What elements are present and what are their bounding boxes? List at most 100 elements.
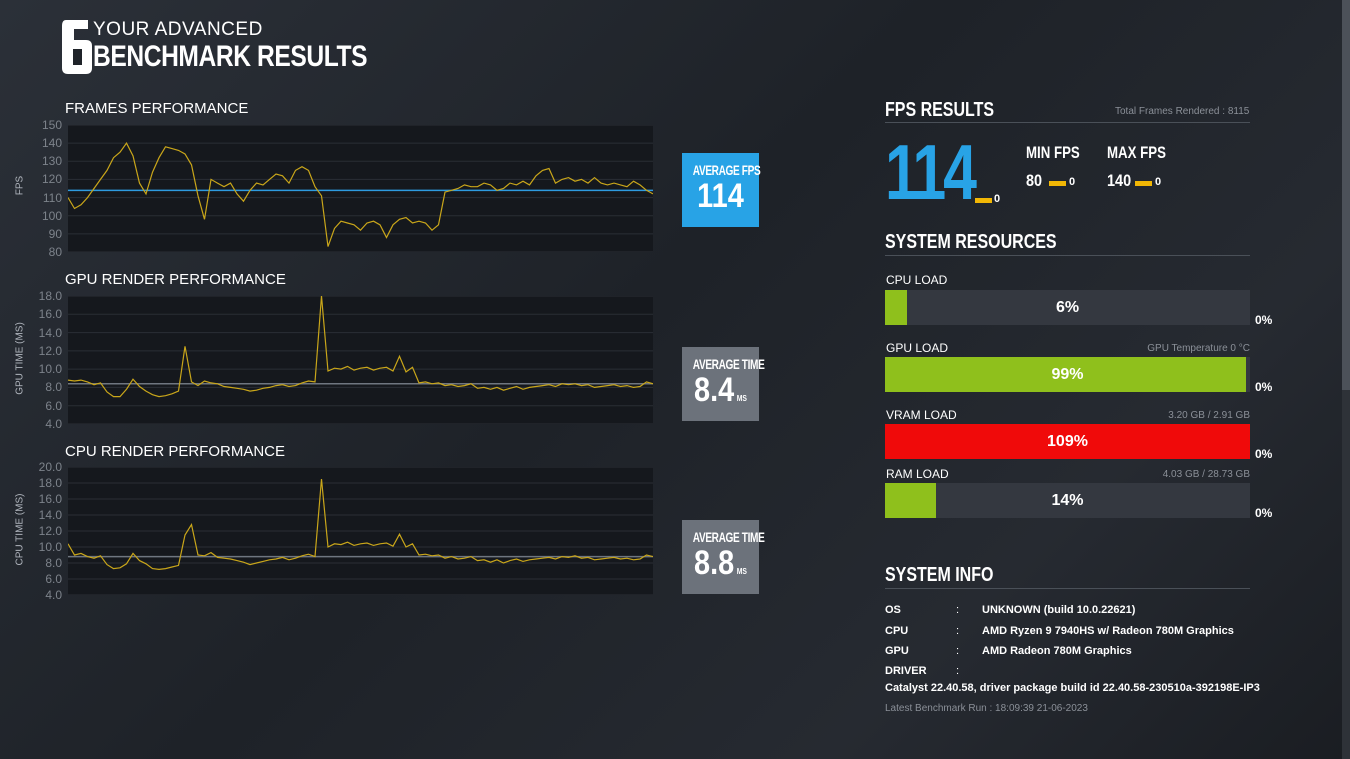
gpu-load-bar-fill	[885, 357, 1247, 392]
average-fps-big: 114	[885, 128, 977, 216]
system-resources-divider	[885, 255, 1250, 256]
ram-load-bar-fill	[885, 483, 937, 518]
gpu-chart-title: GPU RENDER PERFORMANCE	[65, 271, 286, 288]
gpu-y-tick-label: 16.0	[38, 307, 62, 322]
gpu-chart	[68, 296, 653, 424]
gpu-key: GPU	[885, 645, 909, 657]
gpu-load-bar: 99%	[885, 357, 1250, 392]
cpu-y-tick-label: 6.0	[45, 572, 62, 586]
gpu-average-time-label: AVERAGE TIME	[692, 356, 765, 372]
total-frames-rendered: Total Frames Rendered : 8115	[1115, 106, 1250, 117]
cpu-y-tick-label: 20.0	[38, 460, 62, 474]
min-fps-delta-marker	[1049, 181, 1066, 186]
gpu-y-tick-label: 8.0	[45, 380, 62, 395]
frames-y-tick-label: 100	[41, 208, 62, 223]
system-info-divider	[885, 588, 1250, 589]
cpu-average-time-label: AVERAGE TIME	[692, 529, 765, 545]
vram-load-bar: 109%	[885, 424, 1250, 459]
frames-series-line	[68, 141, 653, 247]
gpu-series-line	[68, 296, 653, 398]
cpu-value: AMD Ryzen 9 7940HS w/ Radeon 780M Graphi…	[982, 625, 1234, 637]
frames-y-tick-label: 140	[41, 136, 62, 151]
scrollbar-thumb[interactable]	[1342, 0, 1350, 390]
driver-colon: :	[956, 665, 960, 677]
cpu-chart	[68, 467, 653, 595]
gpu-average-time-unit: MS	[736, 394, 747, 403]
gpu-y-tick-label: 12.0	[38, 343, 62, 358]
gpu-y-tick-label: 14.0	[38, 325, 62, 340]
cpu-average-time-unit: MS	[736, 567, 747, 576]
os-colon: :	[956, 604, 960, 616]
fps-results-divider	[885, 122, 1250, 123]
ram-load-value: 14%	[1051, 492, 1084, 509]
gpu-load-delta: 0%	[1255, 380, 1273, 394]
gpu-value: AMD Radeon 780M Graphics	[982, 645, 1132, 657]
gpu-y-tick-label: 10.0	[38, 362, 62, 377]
header: YOUR ADVANCED BENCHMARK RESULTS	[62, 18, 368, 78]
vram-load-delta: 0%	[1255, 447, 1273, 461]
gpu-temperature: GPU Temperature 0 °C	[1147, 343, 1250, 354]
frames-y-tick-label: 80	[48, 245, 62, 259]
rainbow-six-logo-icon	[62, 20, 92, 74]
ram-usage: 4.03 GB / 28.73 GB	[1162, 469, 1250, 480]
cpu-load-value: 6%	[1055, 299, 1080, 316]
os-key: OS	[885, 604, 901, 616]
cpu-load-bar-fill	[885, 290, 907, 325]
min-fps-label: MIN FPS	[1026, 143, 1080, 162]
driver-key: DRIVER	[885, 665, 927, 677]
max-fps-delta-marker	[1135, 181, 1152, 186]
gpu-y-tick-label: 18.0	[38, 289, 62, 303]
cpu-colon: :	[956, 625, 960, 637]
system-resources-title: SYSTEM RESOURCES	[885, 231, 1057, 253]
avg-fps-delta-marker	[975, 198, 992, 203]
gpu-load-value: 99%	[1051, 366, 1084, 383]
cpu-chart-plot	[68, 467, 653, 595]
average-fps-number: 114	[697, 177, 744, 215]
gpu-average-time-number: 8.4	[694, 371, 735, 409]
cpu-chart-title: CPU RENDER PERFORMANCE	[65, 443, 286, 460]
cpu-y-tick-label: 12.0	[38, 524, 62, 538]
max-fps-label: MAX FPS	[1107, 143, 1166, 162]
page-title: BENCHMARK RESULTS	[93, 40, 368, 73]
cpu-load-label: CPU LOAD	[886, 273, 948, 287]
cpu-y-tick-label: 18.0	[38, 476, 62, 490]
cpu-average-time-number: 8.8	[694, 544, 735, 582]
max-fps-value: 140	[1107, 171, 1132, 190]
ram-load-bar: 14%	[885, 483, 1250, 518]
cpu-y-tick-label: 4.0	[45, 588, 62, 602]
gpu-average-time-value: 8.4 MS	[688, 371, 753, 410]
average-fps-value: 114	[688, 177, 753, 216]
ram-load-delta: 0%	[1255, 506, 1273, 520]
os-value: UNKNOWN (build 10.0.22621)	[982, 604, 1136, 616]
cpu-y-tick-label: 8.0	[45, 556, 62, 570]
gpu-y-tick-label: 4.0	[45, 417, 62, 431]
system-info-title: SYSTEM INFO	[885, 564, 994, 586]
frames-y-tick-label: 120	[41, 172, 62, 187]
fps-results-title: FPS RESULTS	[885, 99, 995, 121]
scrollbar[interactable]	[1342, 0, 1350, 759]
vram-usage: 3.20 GB / 2.91 GB	[1168, 410, 1250, 421]
max-fps-delta: 0	[1155, 176, 1162, 188]
frames-y-tick-label: 110	[42, 190, 62, 205]
frames-chart-title: FRAMES PERFORMANCE	[65, 100, 249, 117]
cpu-y-tick-label: 14.0	[38, 508, 62, 522]
gpu-chart-plot	[68, 296, 653, 424]
frames-chart-plot	[68, 125, 653, 252]
cpu-y-tick-label: 16.0	[38, 492, 62, 506]
avg-fps-delta: 0	[994, 193, 1001, 205]
frames-chart	[68, 125, 653, 252]
frames-y-tick-label: 150	[41, 118, 62, 132]
min-fps-value: 80	[1026, 171, 1043, 190]
title-top: YOUR ADVANCED	[93, 19, 263, 40]
cpu-average-time-box: AVERAGE TIME 8.8 MS	[682, 520, 765, 594]
frames-y-tick-label: 130	[41, 154, 62, 169]
gpu-colon: :	[956, 645, 960, 657]
cpu-series-line	[68, 478, 653, 571]
gpu-average-time-box: AVERAGE TIME 8.4 MS	[682, 347, 765, 421]
cpu-key: CPU	[885, 625, 909, 637]
cpu-load-delta: 0%	[1255, 313, 1273, 327]
vram-load-label: VRAM LOAD	[886, 408, 957, 422]
gpu-load-label: GPU LOAD	[886, 341, 949, 355]
frames-y-tick-label: 90	[48, 226, 62, 241]
cpu-load-bar: 6%	[885, 290, 1250, 325]
